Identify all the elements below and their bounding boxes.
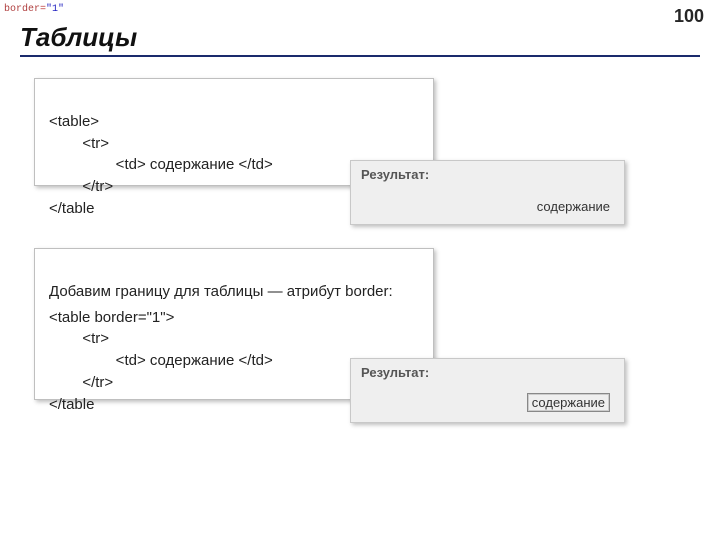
code2-line: </tr>: [49, 374, 113, 391]
page-title: Таблицы: [20, 22, 700, 57]
result-text-2: содержание: [527, 393, 610, 412]
code1-line: <tr>: [49, 135, 109, 152]
code2-line: </table: [49, 396, 94, 413]
fragment-attr: border: [4, 4, 40, 15]
code1-line: </tr>: [49, 178, 113, 195]
code2-intro: Добавим границу для таблицы — атрибут bo…: [49, 281, 419, 303]
result-label: Результат:: [361, 365, 614, 380]
result-label: Результат:: [361, 167, 614, 182]
code2-line: <table border="1">: [49, 309, 174, 326]
code-fragment-corner: border="1": [4, 4, 64, 15]
code2-line: <tr>: [49, 330, 109, 347]
fragment-val: "1": [46, 4, 64, 15]
code1-line: </table: [49, 200, 94, 217]
code2-line: <td> содержание </td>: [49, 352, 273, 369]
code1-line: <td> содержание </td>: [49, 156, 273, 173]
code1-line: <table>: [49, 113, 99, 130]
result-box-1: Результат: содержание: [350, 160, 625, 225]
result-box-2: Результат: содержание: [350, 358, 625, 423]
result-text-1: содержание: [537, 199, 610, 214]
